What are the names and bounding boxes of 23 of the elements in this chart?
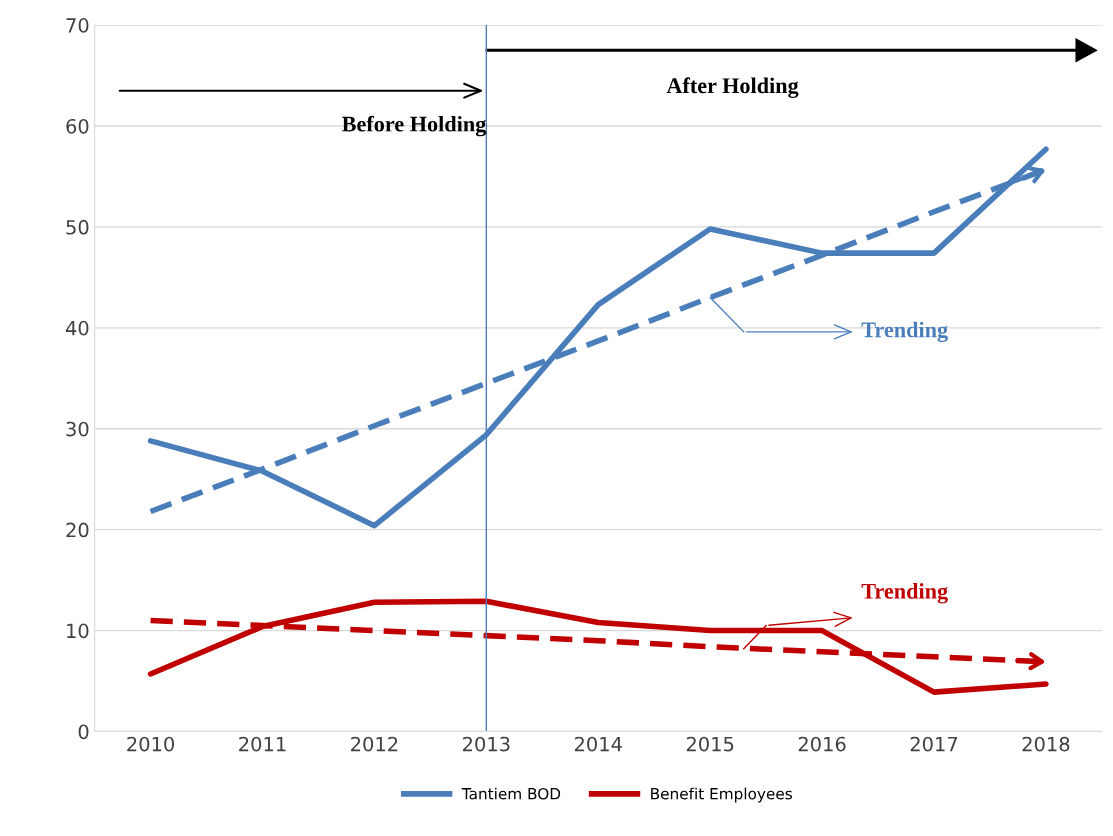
y-tick-label: 50 (66, 219, 89, 235)
annotation: Before Holding (342, 115, 487, 137)
legend-label: Benefit Employees (651, 787, 792, 803)
x-tick-label: 2015 (686, 736, 734, 752)
y-tick-label: 0 (78, 724, 89, 740)
y-tick-label: 10 (67, 623, 89, 639)
x-tick-label: 2011 (239, 736, 286, 752)
y-tick-label: 70 (66, 18, 89, 33)
y-tick-label: 40 (65, 320, 89, 336)
legend-label: Tantiem BOD (461, 787, 561, 800)
x-tick-label: 2014 (574, 736, 622, 752)
x-tick-label: 2012 (351, 736, 398, 752)
x-tick-label: 2017 (910, 736, 958, 752)
y-tick-label: 30 (66, 421, 89, 437)
annotation: Trending (861, 583, 948, 604)
y-tick-label: 60 (66, 118, 89, 134)
x-tick-label: 2016 (798, 736, 846, 752)
annotation: Trending (861, 321, 948, 343)
y-tick-label: 20 (66, 522, 89, 538)
x-tick-label: 2010 (127, 736, 175, 752)
annotation: After Holding (666, 77, 799, 98)
x-tick-label: 2013 (463, 736, 510, 752)
x-tick-label: 2018 (1022, 736, 1070, 752)
